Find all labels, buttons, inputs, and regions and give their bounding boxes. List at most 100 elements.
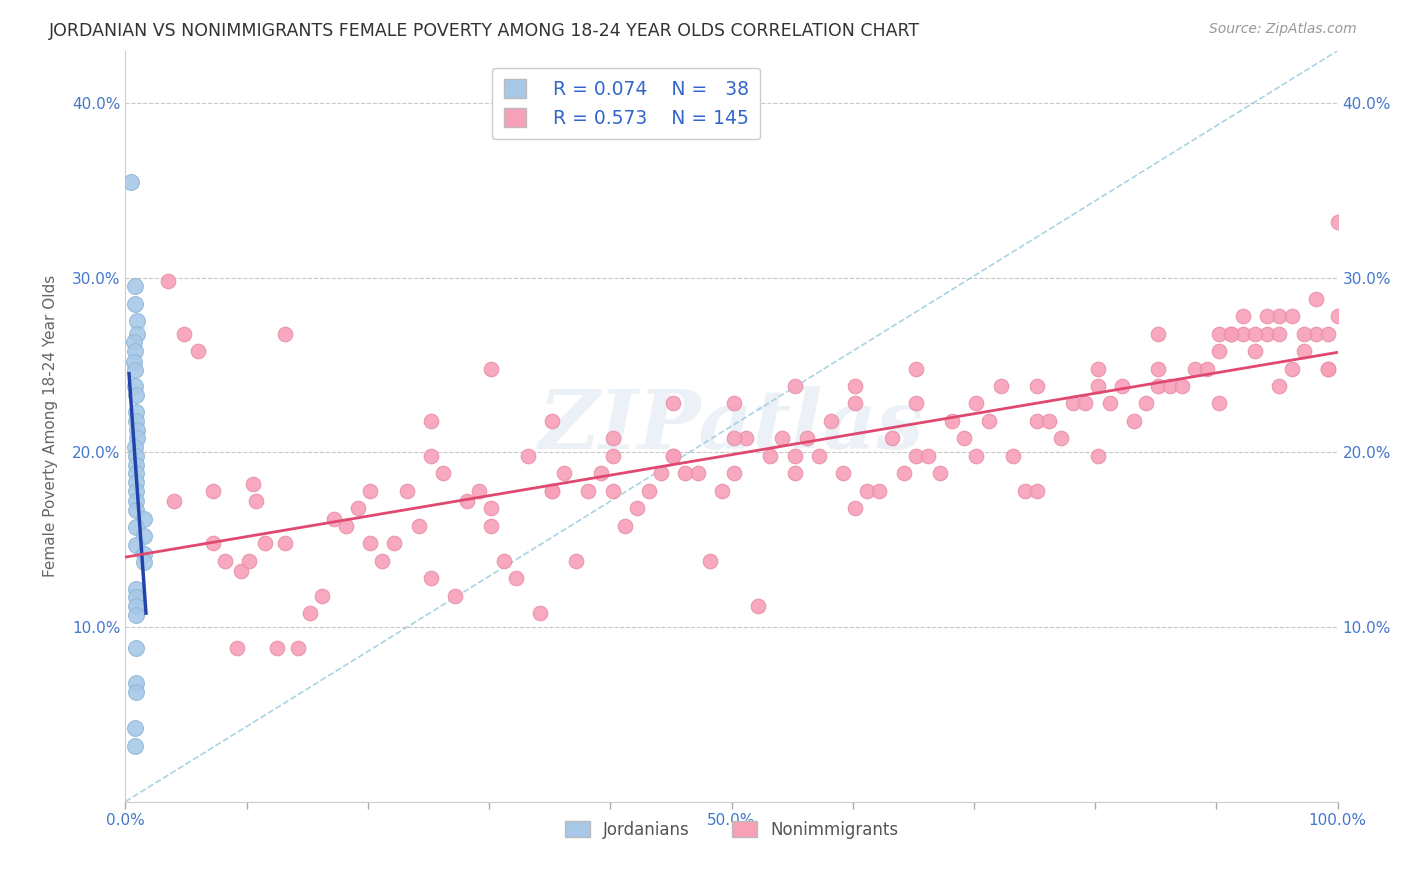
Point — [201, 536, 224, 550]
Point — [1316, 326, 1339, 341]
Point — [578, 483, 600, 498]
Point — [124, 440, 146, 454]
Point — [589, 467, 612, 481]
Point — [125, 640, 148, 655]
Point — [1171, 379, 1194, 393]
Point — [1316, 361, 1339, 376]
Point — [662, 449, 685, 463]
Point — [127, 431, 149, 445]
Point — [1147, 326, 1170, 341]
Point — [122, 354, 145, 368]
Point — [990, 379, 1012, 393]
Point — [613, 518, 636, 533]
Point — [311, 589, 333, 603]
Point — [214, 553, 236, 567]
Point — [419, 414, 441, 428]
Point — [675, 467, 697, 481]
Point — [132, 555, 155, 569]
Point — [132, 547, 155, 561]
Point — [770, 431, 793, 445]
Point — [120, 175, 142, 189]
Point — [124, 279, 146, 293]
Point — [253, 536, 276, 550]
Point — [225, 640, 247, 655]
Text: JORDANIAN VS NONIMMIGRANTS FEMALE POVERTY AMONG 18-24 YEAR OLDS CORRELATION CHAR: JORDANIAN VS NONIMMIGRANTS FEMALE POVERT… — [49, 22, 921, 40]
Point — [125, 475, 148, 489]
Point — [783, 467, 806, 481]
Point — [1244, 344, 1267, 359]
Point — [1147, 379, 1170, 393]
Y-axis label: Female Poverty Among 18-24 Year Olds: Female Poverty Among 18-24 Year Olds — [44, 275, 58, 577]
Point — [1014, 483, 1036, 498]
Point — [516, 449, 538, 463]
Point — [125, 684, 148, 698]
Point — [1074, 396, 1097, 410]
Point — [432, 467, 454, 481]
Point — [125, 458, 148, 472]
Point — [529, 606, 551, 620]
Point — [904, 396, 927, 410]
Point — [125, 520, 148, 534]
Point — [844, 379, 866, 393]
Point — [735, 431, 758, 445]
Point — [125, 599, 148, 613]
Point — [699, 553, 721, 567]
Point — [1268, 309, 1291, 323]
Point — [1281, 361, 1303, 376]
Point — [662, 396, 685, 410]
Point — [468, 483, 491, 498]
Point — [1256, 309, 1278, 323]
Point — [541, 483, 564, 498]
Point — [125, 538, 148, 552]
Point — [904, 449, 927, 463]
Point — [783, 379, 806, 393]
Point — [1292, 326, 1315, 341]
Point — [359, 536, 381, 550]
Point — [1087, 449, 1109, 463]
Point — [125, 503, 148, 517]
Point — [880, 431, 903, 445]
Point — [917, 449, 939, 463]
Point — [1268, 326, 1291, 341]
Point — [132, 511, 155, 525]
Point — [1050, 431, 1073, 445]
Point — [481, 501, 503, 516]
Text: Source: ZipAtlas.com: Source: ZipAtlas.com — [1209, 22, 1357, 37]
Point — [856, 483, 879, 498]
Point — [322, 511, 344, 525]
Point — [686, 467, 709, 481]
Point — [242, 476, 264, 491]
Point — [124, 297, 146, 311]
Point — [1135, 396, 1157, 410]
Point — [904, 361, 927, 376]
Point — [1292, 344, 1315, 359]
Point — [796, 431, 818, 445]
Point — [602, 431, 624, 445]
Point — [1268, 379, 1291, 393]
Point — [419, 449, 441, 463]
Point — [444, 589, 467, 603]
Point — [1098, 396, 1121, 410]
Point — [122, 335, 145, 350]
Point — [1208, 344, 1230, 359]
Point — [1195, 361, 1218, 376]
Point — [127, 423, 149, 437]
Legend: Jordanians, Nonimmigrants: Jordanians, Nonimmigrants — [558, 814, 905, 846]
Point — [1026, 483, 1049, 498]
Point — [124, 721, 146, 735]
Point — [541, 414, 564, 428]
Point — [602, 483, 624, 498]
Point — [1326, 215, 1348, 229]
Point — [127, 314, 149, 328]
Point — [602, 449, 624, 463]
Point — [456, 494, 478, 508]
Point — [565, 553, 588, 567]
Point — [125, 591, 148, 605]
Point — [553, 467, 575, 481]
Point — [965, 449, 987, 463]
Point — [266, 640, 288, 655]
Point — [832, 467, 855, 481]
Point — [710, 483, 733, 498]
Point — [1038, 414, 1060, 428]
Point — [229, 564, 252, 578]
